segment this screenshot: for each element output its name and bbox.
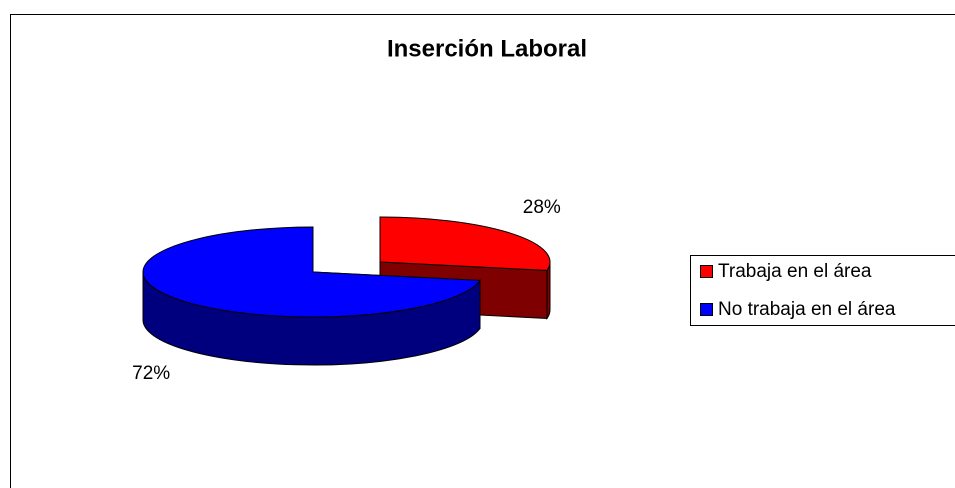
- chart-title: Inserción Laboral: [387, 35, 587, 62]
- data-label: 72%: [132, 363, 170, 384]
- slice-top: [379, 216, 551, 271]
- pie-slice: [142, 226, 481, 366]
- legend-swatch: [700, 303, 713, 316]
- data-label: 28%: [523, 197, 561, 218]
- legend-swatch: [700, 265, 713, 278]
- legend-label: Trabaja en el área: [718, 261, 872, 282]
- legend-label: No trabaja en el área: [718, 299, 896, 320]
- legend-box: [690, 255, 955, 326]
- slice-top: [142, 226, 481, 318]
